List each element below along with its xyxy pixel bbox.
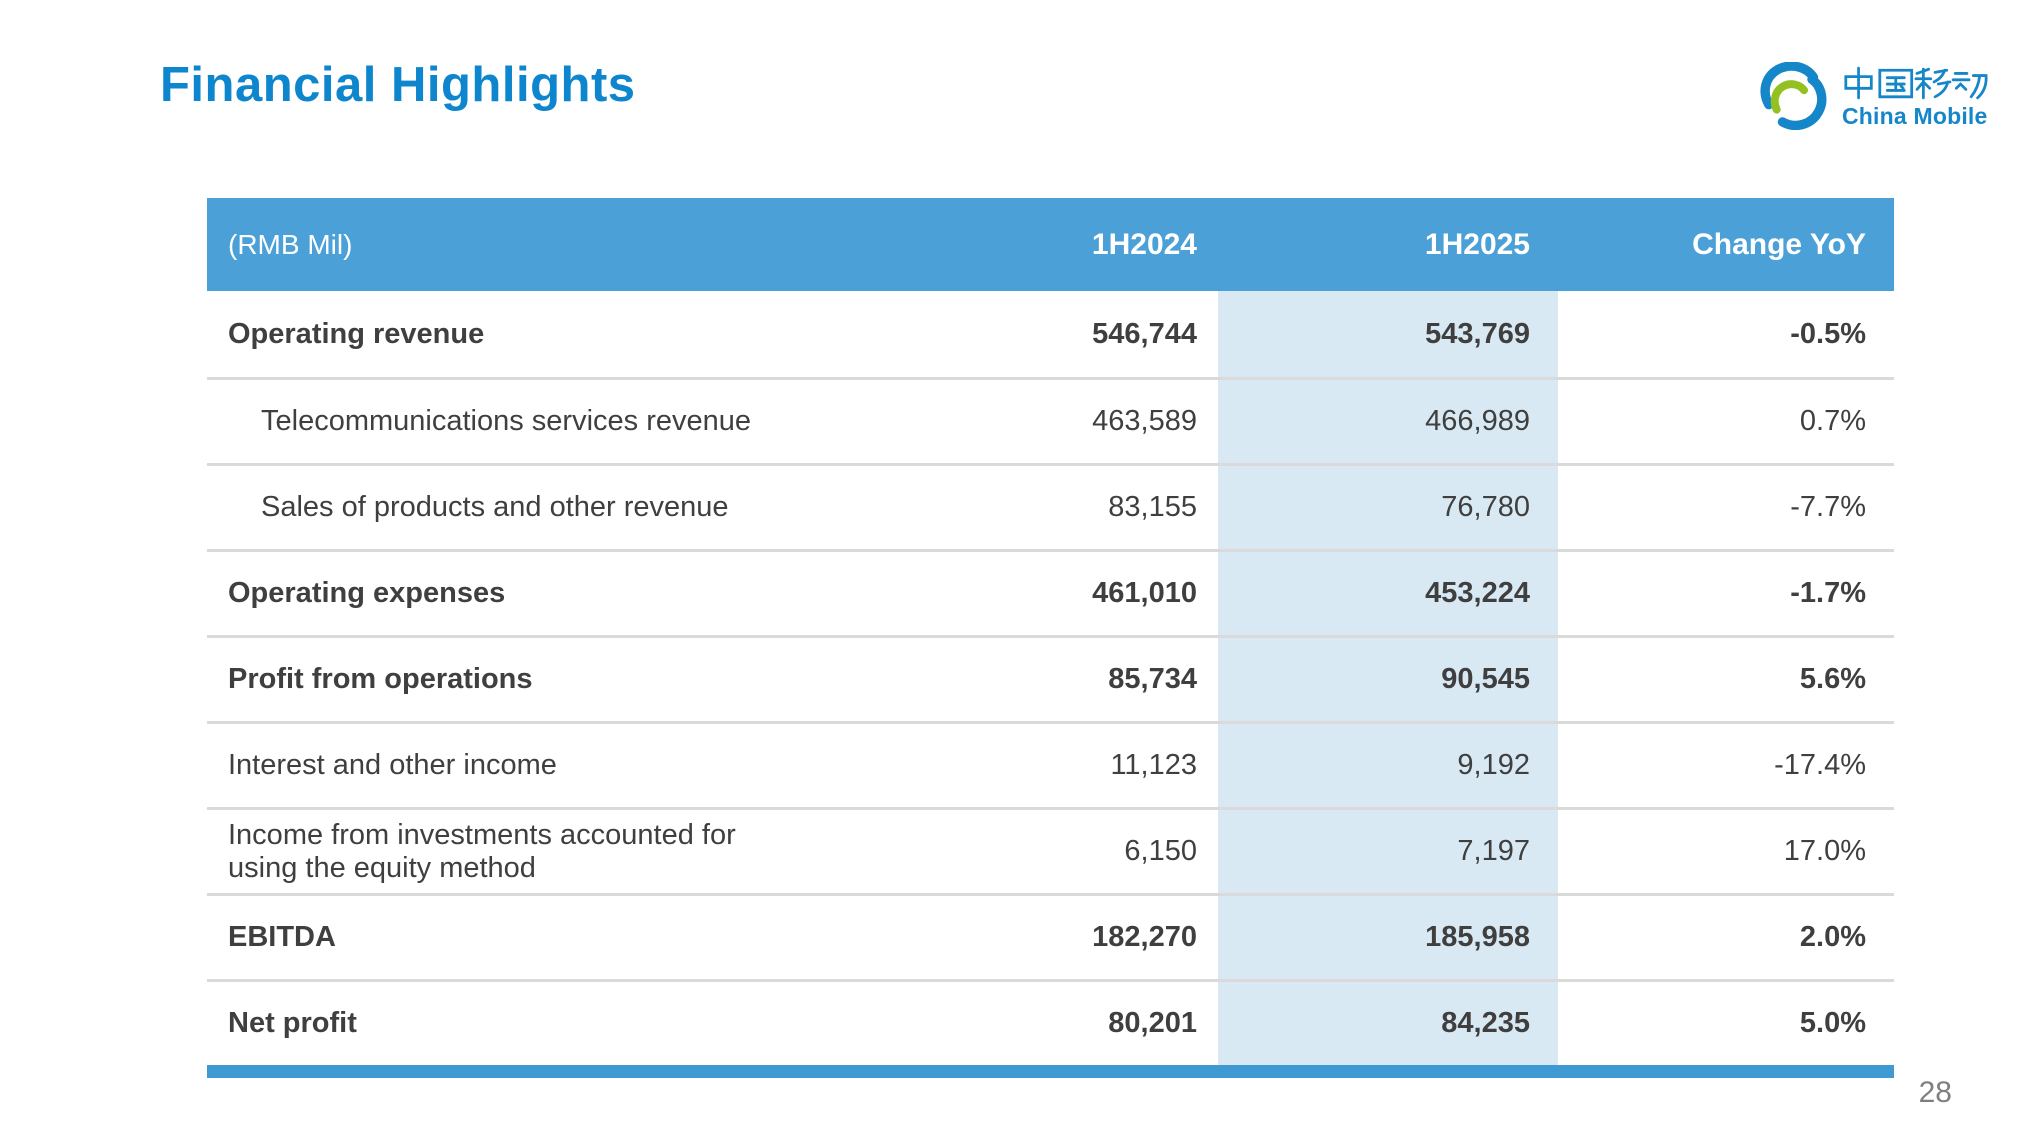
row-label: Telecommunications services revenue — [261, 405, 751, 438]
china-mobile-logo-icon — [1760, 62, 1827, 130]
table-row: Income from investments accounted for us… — [207, 807, 1894, 893]
row-label: Interest and other income — [228, 749, 557, 782]
value-change-yoy: 0.7% — [1799, 405, 1866, 437]
value-change-yoy: -0.5% — [1790, 317, 1866, 350]
value-1h2024: 6,150 — [1124, 835, 1197, 867]
column-header-1h2025: 1H2025 — [1424, 227, 1530, 261]
value-change-yoy: 5.0% — [1799, 1007, 1866, 1039]
value-1h2025: 84,235 — [1218, 982, 1558, 1065]
table-row: Sales of products and other revenue 83,1… — [207, 463, 1894, 549]
row-label: Operating expenses — [228, 577, 506, 610]
unit-label: (RMB Mil) — [228, 228, 353, 260]
table-header-row: (RMB Mil) 1H2024 1H2025 Change YoY — [207, 198, 1894, 291]
china-mobile-logo: China Mobile — [1758, 58, 1992, 130]
row-label: Operating revenue — [228, 317, 485, 350]
value-1h2025: 7,197 — [1218, 810, 1558, 893]
column-header-change-yoy: Change YoY — [1692, 227, 1866, 261]
value-change-yoy: 17.0% — [1783, 835, 1866, 867]
value-change-yoy: -17.4% — [1774, 749, 1866, 781]
row-label: EBITDA — [228, 921, 336, 954]
value-1h2025: 76,780 — [1218, 466, 1558, 549]
table-row: Interest and other income 11,123 9,192 -… — [207, 721, 1894, 807]
table-row: Operating revenue 546,744 543,769 -0.5% — [207, 291, 1894, 377]
table-row: EBITDA 182,270 185,958 2.0% — [207, 893, 1894, 979]
value-change-yoy: -7.7% — [1790, 491, 1866, 523]
value-1h2025: 185,958 — [1218, 896, 1558, 979]
page-number: 28 — [1918, 1076, 1952, 1109]
table-row: Net profit 80,201 84,235 5.0% — [207, 979, 1894, 1065]
value-change-yoy: -1.7% — [1790, 577, 1866, 609]
row-label: Sales of products and other revenue — [261, 491, 729, 524]
page-title: Financial Highlights — [160, 58, 636, 112]
financial-highlights-table: (RMB Mil) 1H2024 1H2025 Change YoY Opera… — [207, 198, 1894, 1078]
value-1h2024: 80,201 — [1108, 1007, 1197, 1039]
table-row: Telecommunications services revenue 463,… — [207, 377, 1894, 463]
row-label: Net profit — [228, 1007, 357, 1040]
row-label: Income from investments accounted for us… — [228, 819, 736, 884]
value-1h2024: 85,734 — [1108, 663, 1197, 695]
value-change-yoy: 2.0% — [1799, 921, 1866, 953]
value-1h2024: 546,744 — [1092, 317, 1197, 350]
table-row: Profit from operations 85,734 90,545 5.6… — [207, 635, 1894, 721]
value-1h2025: 466,989 — [1218, 380, 1558, 463]
value-1h2025: 543,769 — [1218, 291, 1558, 377]
value-change-yoy: 5.6% — [1799, 663, 1866, 695]
china-mobile-en-name: China Mobile — [1842, 103, 1988, 129]
value-1h2025: 90,545 — [1218, 638, 1558, 721]
row-label: Profit from operations — [228, 663, 533, 696]
value-1h2024: 461,010 — [1092, 577, 1197, 609]
table-bottom-accent-bar — [207, 1065, 1894, 1078]
column-header-1h2024: 1H2024 — [1091, 227, 1197, 261]
china-mobile-cjk-wordmark — [1844, 66, 1988, 100]
table-row: Operating expenses 461,010 453,224 -1.7% — [207, 549, 1894, 635]
china-mobile-logo-text: China Mobile — [1842, 58, 1992, 130]
value-1h2025: 453,224 — [1218, 552, 1558, 635]
value-1h2024: 182,270 — [1092, 921, 1197, 953]
value-1h2024: 83,155 — [1108, 491, 1197, 523]
value-1h2024: 463,589 — [1092, 405, 1197, 437]
value-1h2025: 9,192 — [1218, 724, 1558, 807]
value-1h2024: 11,123 — [1110, 749, 1197, 781]
